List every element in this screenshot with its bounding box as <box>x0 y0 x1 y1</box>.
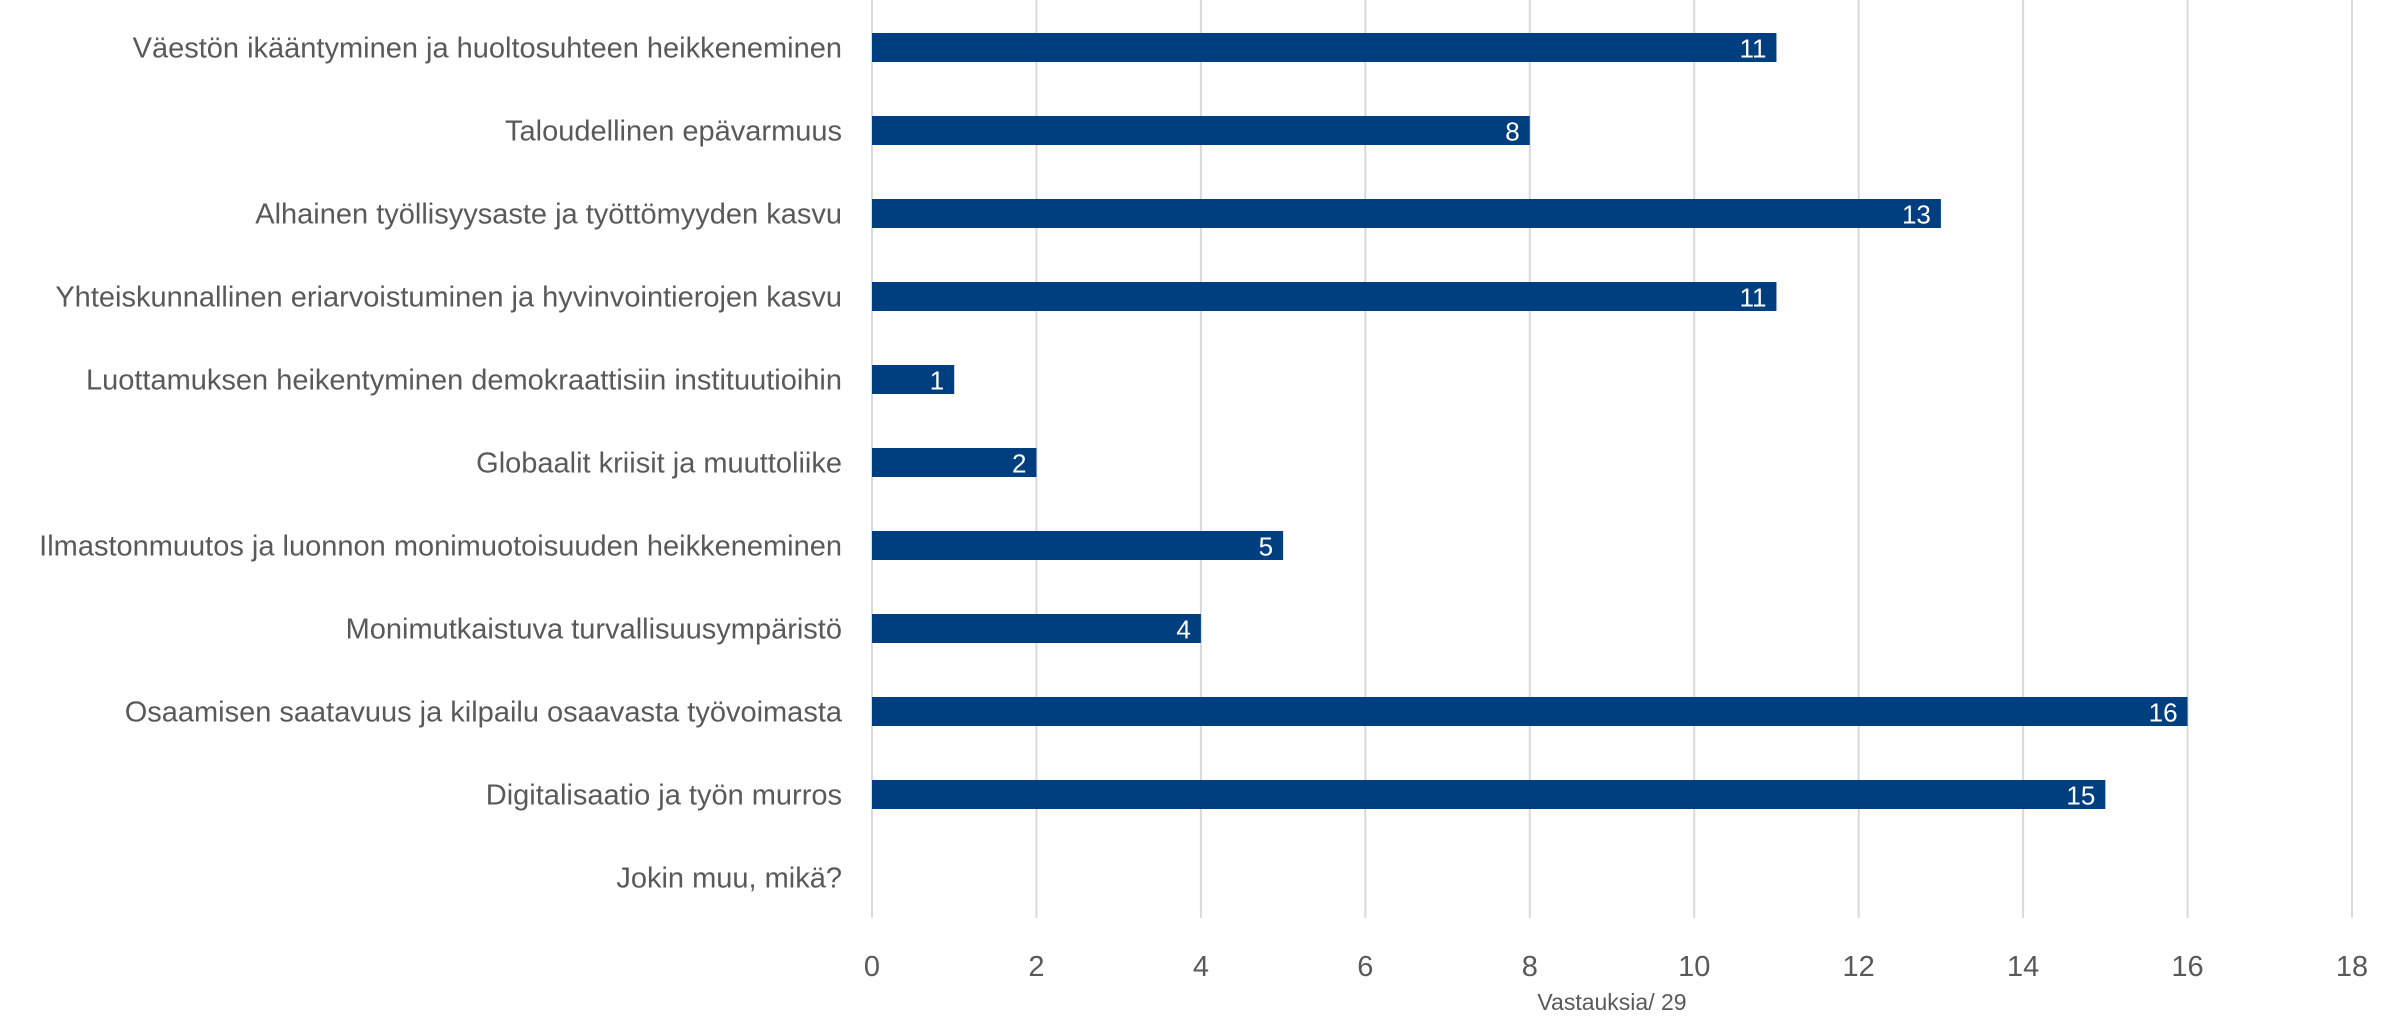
bar <box>872 614 1201 643</box>
grid-layer <box>871 0 2353 918</box>
category-label: Digitalisaatio ja työn murros <box>486 780 842 812</box>
x-axis-title: Vastauksia/ 29 <box>1537 989 1686 1015</box>
bar <box>872 33 1777 62</box>
category-label: Luottamuksen heikentyminen demokraattisi… <box>86 365 842 397</box>
data-label: 15 <box>2066 781 2095 811</box>
bar <box>872 697 2188 726</box>
x-tick-label: 12 <box>1843 951 1875 983</box>
data-label: 4 <box>1176 615 1190 645</box>
category-labels: Väestön ikääntyminen ja huoltosuhteen he… <box>39 33 843 895</box>
x-tick-label: 4 <box>1193 951 1209 983</box>
bar <box>872 780 2106 809</box>
bar <box>872 448 1037 477</box>
data-label: 13 <box>1902 200 1931 230</box>
category-label: Jokin muu, mikä? <box>616 863 842 895</box>
category-label: Ilmastonmuutos ja luonnon monimuotoisuud… <box>39 531 842 563</box>
category-label: Monimutkaistuva turvallisuusympäristö <box>346 614 842 646</box>
bar <box>872 116 1530 145</box>
x-tick-label: 16 <box>2171 951 2203 983</box>
data-label: 2 <box>1012 449 1026 479</box>
category-label: Osaamisen saatavuus ja kilpailu osaavast… <box>125 697 843 729</box>
x-tick-label: 8 <box>1522 951 1538 983</box>
data-label: 11 <box>1739 34 1766 64</box>
data-label: 8 <box>1505 117 1519 147</box>
x-tick-labels: 0 2 4 6 8 10 12 14 16 18 <box>864 951 2368 983</box>
category-label: Globaalit kriisit ja muuttoliike <box>476 448 842 480</box>
x-tick-label: 10 <box>1678 951 1710 983</box>
x-tick-label: 14 <box>2007 951 2039 983</box>
data-label: 1 <box>930 366 944 396</box>
bar <box>872 531 1284 560</box>
category-label: Taloudellinen epävarmuus <box>505 116 842 148</box>
data-label: 5 <box>1259 532 1273 562</box>
category-label: Yhteiskunnallinen eriarvoistuminen ja hy… <box>55 282 842 314</box>
x-tick-label: 2 <box>1028 951 1044 983</box>
x-tick-label: 0 <box>864 951 880 983</box>
bar <box>872 282 1777 311</box>
category-label: Alhainen työllisyysaste ja työttömyyden … <box>255 199 842 231</box>
bar <box>872 199 1941 228</box>
x-tick-label: 18 <box>2336 951 2368 983</box>
category-label: Väestön ikääntyminen ja huoltosuhteen he… <box>133 33 842 65</box>
data-label: 11 <box>1739 283 1766 313</box>
x-tick-label: 6 <box>1357 951 1373 983</box>
data-label: 16 <box>2149 698 2178 728</box>
bar <box>872 365 955 394</box>
